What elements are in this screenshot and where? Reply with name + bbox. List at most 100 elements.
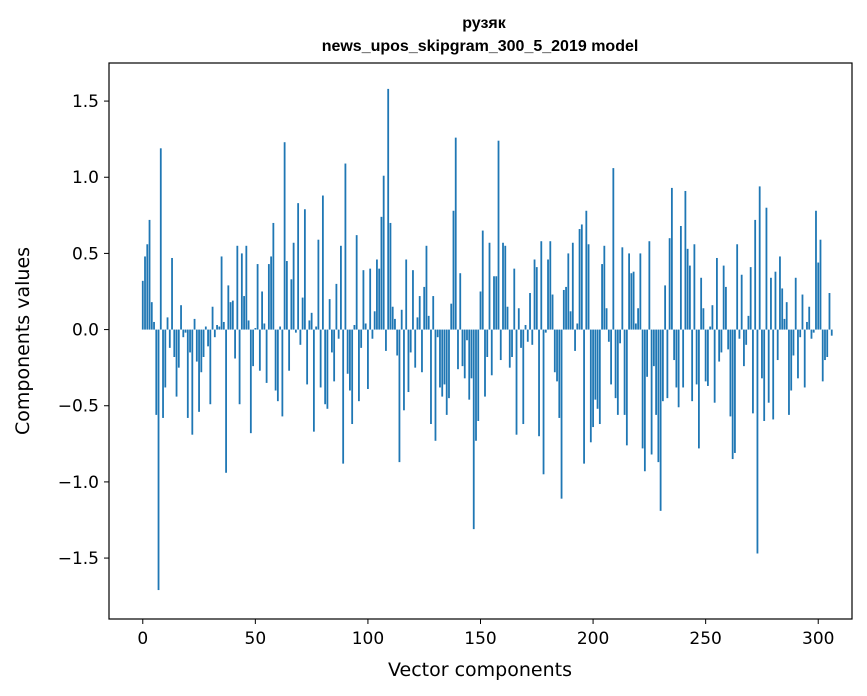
bar [535,267,538,330]
bar [227,285,230,330]
bar [340,245,342,330]
bar [495,276,498,330]
bar [452,210,455,330]
bar [652,329,655,367]
bar [378,268,381,330]
bar [605,308,608,330]
bar [351,329,354,425]
bar [306,329,309,385]
bar [461,329,464,367]
bar [472,329,475,530]
x-tick-label: 0 [137,629,148,649]
bar [274,329,277,391]
bar [353,325,356,330]
bar [213,329,216,338]
bar [587,244,590,330]
bar [821,329,824,382]
bar [454,137,457,330]
bar [303,209,306,330]
bar [468,329,471,400]
bar [650,329,653,455]
x-axis-label: Vector components [388,659,572,681]
bar [229,302,232,330]
bar [725,286,727,330]
bars-group [141,88,833,591]
bar [655,329,658,415]
bar [740,274,743,330]
bar [529,293,531,330]
y-tick-label: −1.5 [58,549,99,569]
bar [279,326,282,330]
bar [788,329,790,415]
bar [616,329,619,415]
bar [231,300,234,330]
bar [574,329,576,351]
bar [752,329,754,414]
bar [729,329,732,417]
bar [700,277,703,330]
bar [382,175,385,330]
bar [385,329,387,351]
bar [610,329,612,385]
bar [560,329,563,499]
bar [294,329,297,333]
chart-subtitle: news_upos_skipgram_300_5_2019 model [322,38,639,55]
bar [326,329,329,409]
bar [299,329,302,345]
bar [648,241,651,330]
bar [592,329,594,428]
bar [403,329,405,411]
bar [155,329,158,415]
bar [641,329,644,449]
bar [198,329,200,412]
bar [159,148,162,330]
bar [218,326,221,330]
bar [488,242,491,330]
bar [659,329,662,511]
bar [342,329,345,464]
bar [567,253,570,330]
bar [249,329,252,434]
bar [506,306,509,330]
bar [166,317,169,330]
bar [533,259,536,330]
bar [684,190,687,330]
bar [481,230,484,330]
bar [774,271,777,330]
bar [407,329,410,393]
bar [526,329,529,342]
bar [220,256,223,330]
bar [265,329,268,383]
bar [200,329,203,373]
bar [553,329,556,373]
bar [272,222,275,330]
y-tick-label: 1.5 [72,92,99,112]
bar [520,329,522,348]
bar [707,329,709,386]
bar [477,329,480,421]
bar [430,329,432,425]
bar [247,320,250,330]
bar [405,259,408,330]
bar [157,329,160,591]
bar [418,296,421,330]
bar [254,328,257,330]
bar [189,329,191,353]
bar [369,268,372,330]
bar [695,329,698,385]
bar [691,329,694,402]
bar [292,242,295,330]
bar [367,329,369,389]
bar [603,245,606,330]
bar [594,329,597,400]
bar [675,329,678,388]
bar [558,329,561,418]
bar [772,329,775,420]
bar [709,326,712,330]
bar [331,329,333,353]
bar [216,325,218,330]
bar [276,329,279,402]
bar [628,253,630,330]
bar [321,195,324,330]
